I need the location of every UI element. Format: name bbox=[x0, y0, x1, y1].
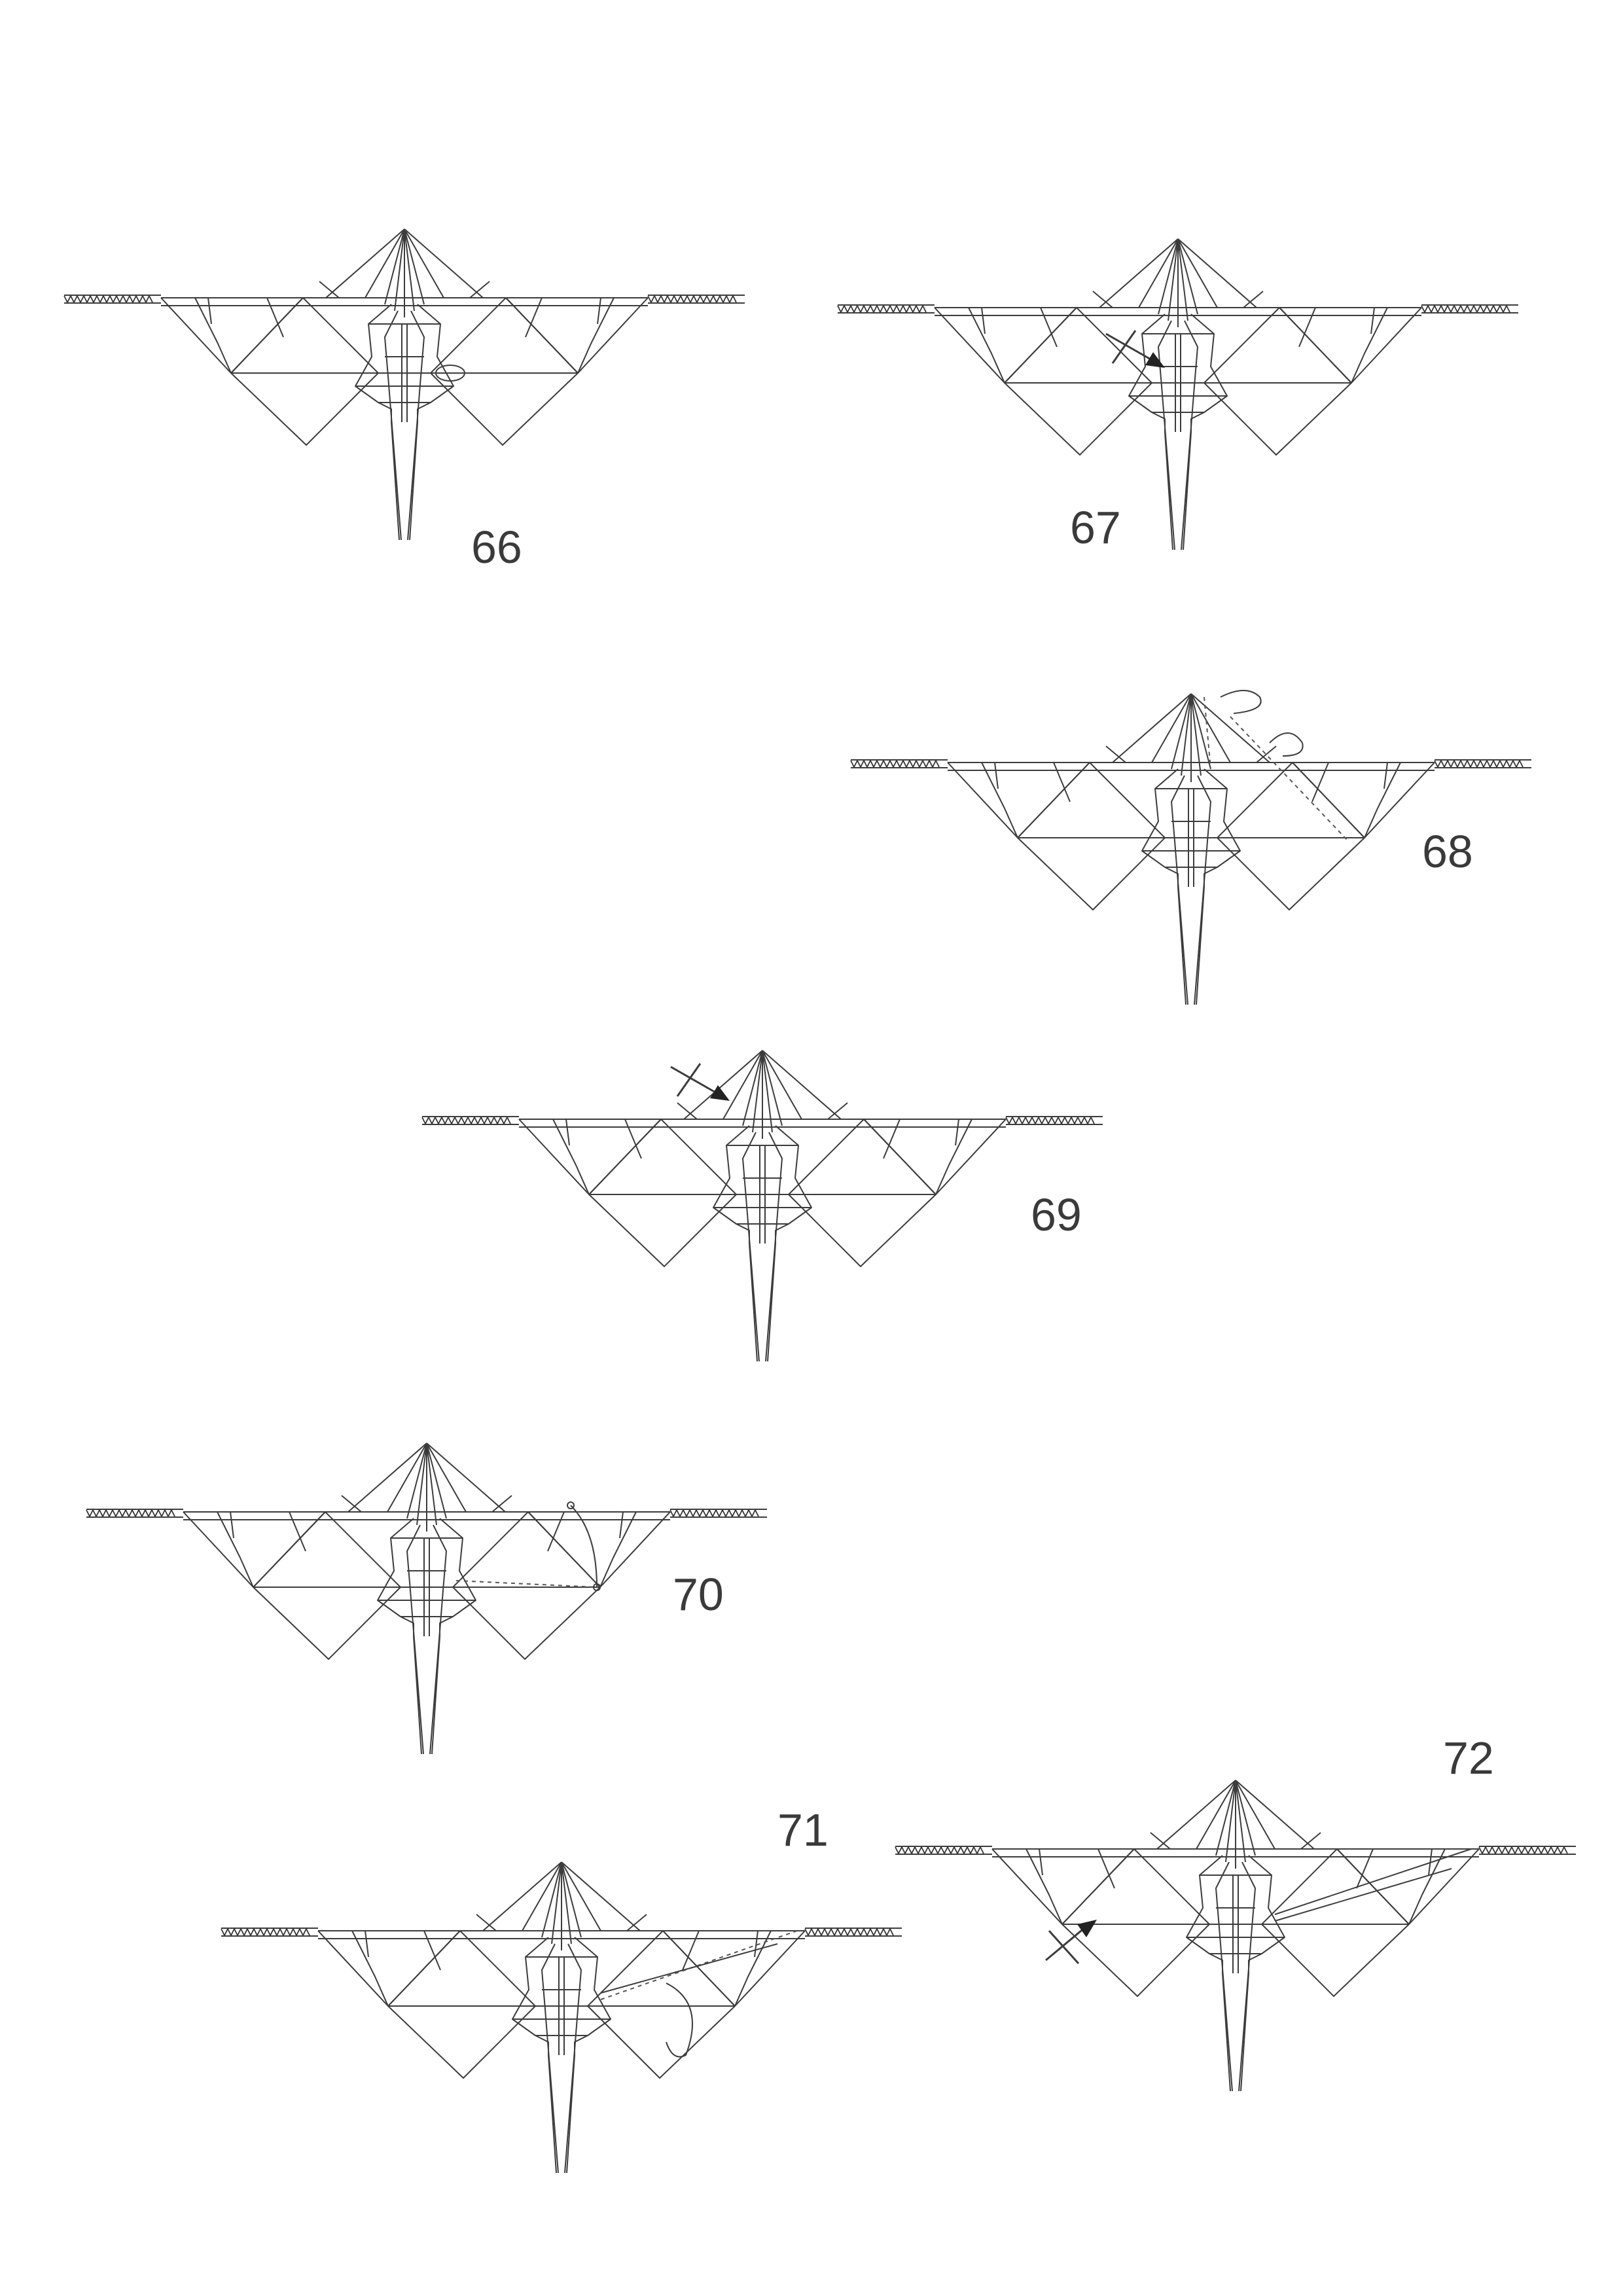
step-68-fold-line bbox=[1204, 696, 1349, 842]
step-67-number: 67 bbox=[1070, 502, 1121, 553]
step-67-figure bbox=[837, 238, 1519, 550]
step-70-figure bbox=[86, 1443, 768, 1755]
step-71-figure bbox=[221, 1861, 902, 2174]
step-71-number: 71 bbox=[777, 1804, 829, 1856]
step-68-figure bbox=[850, 690, 1532, 1005]
step-68-number: 68 bbox=[1422, 826, 1473, 877]
step-69-figure bbox=[421, 1050, 1103, 1362]
step-67-sink-arrow bbox=[1105, 329, 1166, 369]
step-72-number: 72 bbox=[1443, 1732, 1494, 1784]
step-69-sink-arrow bbox=[669, 1062, 731, 1102]
step-66-figure bbox=[63, 228, 745, 541]
step-68-loop-arrow bbox=[1220, 690, 1262, 714]
step-66-number: 66 bbox=[471, 522, 522, 573]
step-70-arc-arrow bbox=[570, 1505, 597, 1588]
step-70-number: 70 bbox=[673, 1569, 724, 1620]
step-69-number: 69 bbox=[1031, 1189, 1082, 1240]
step-72-figure bbox=[895, 1780, 1577, 2092]
step-71-loop-arrow bbox=[666, 1982, 693, 2058]
step-70-fold-line bbox=[455, 1580, 597, 1588]
step-72-sink-arrow bbox=[1045, 1920, 1097, 1965]
step-68-loop-arrow-2 bbox=[1269, 732, 1304, 757]
